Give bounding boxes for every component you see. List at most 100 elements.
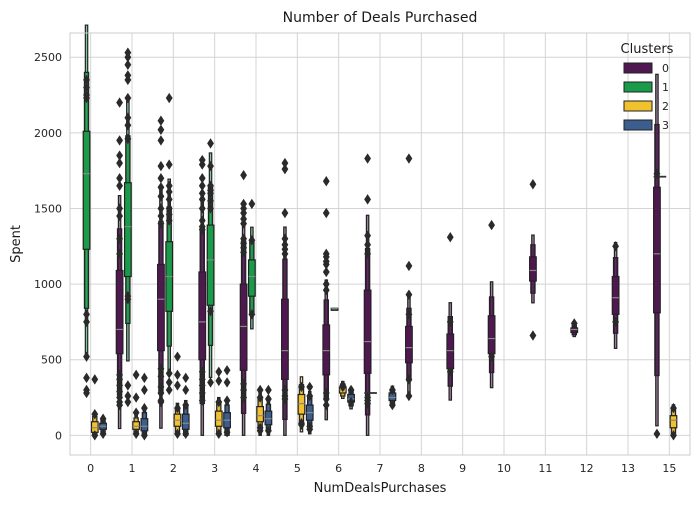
outlier-marker — [322, 176, 330, 187]
x-tick-label: 10 — [497, 462, 511, 475]
outlier-marker — [223, 427, 231, 438]
outlier-marker — [165, 384, 173, 396]
outlier-marker — [306, 381, 314, 393]
x-tick-label: 1 — [129, 462, 136, 475]
outlier-marker — [240, 378, 247, 390]
outlier-marker — [240, 169, 247, 181]
outlier-marker — [91, 408, 99, 420]
outlier-marker — [157, 381, 165, 393]
legend-title: Clusters — [621, 42, 674, 57]
outlier-marker — [364, 153, 371, 164]
outlier-marker — [83, 92, 90, 104]
outlier-marker — [198, 374, 206, 385]
outliers — [83, 47, 677, 441]
outlier-marker — [174, 369, 181, 381]
boxen-box — [264, 410, 273, 426]
outlier-marker — [165, 215, 173, 226]
boxen-box — [529, 256, 537, 282]
boxen-box — [363, 289, 372, 374]
boxen-box — [115, 269, 124, 355]
outlier-marker — [124, 92, 132, 104]
boxen-box — [570, 327, 579, 334]
outlier-marker — [157, 363, 165, 374]
outlier-marker — [198, 188, 206, 199]
boxen-box — [181, 413, 190, 430]
outlier-marker — [116, 150, 123, 161]
outlier-marker — [364, 230, 371, 241]
outlier-marker — [198, 387, 206, 399]
outlier-marker — [322, 259, 330, 270]
x-tick-label: 13 — [621, 462, 635, 475]
outlier-marker — [132, 428, 140, 440]
outlier-marker — [364, 248, 371, 260]
boxen-box — [487, 315, 496, 355]
boxen-box — [82, 130, 91, 250]
outlier-marker — [165, 180, 173, 191]
outlier-marker — [91, 430, 99, 441]
boxen-box — [297, 393, 306, 415]
outlier-marker — [198, 395, 206, 406]
x-tick-label: 5 — [294, 462, 301, 475]
outlier-marker — [83, 372, 90, 384]
outlier-marker — [670, 430, 677, 441]
outlier-marker — [157, 124, 165, 136]
y-axis-label: Spent — [9, 225, 24, 263]
outlier-marker — [240, 247, 247, 258]
boxen-box — [256, 405, 265, 423]
outlier-marker — [298, 419, 305, 430]
outlier-marker — [364, 239, 371, 250]
outlier-marker — [157, 135, 165, 146]
legend-swatch — [623, 100, 653, 112]
outlier-marker — [198, 224, 206, 235]
outlier-marker — [215, 375, 223, 387]
outlier-marker — [281, 233, 289, 244]
outlier-marker — [223, 377, 231, 388]
chart-title: Number of Deals Purchased — [283, 10, 478, 26]
outlier-marker — [83, 387, 90, 399]
outlier-marker — [364, 398, 371, 409]
outlier-marker — [157, 115, 165, 126]
outlier-marker — [215, 428, 223, 440]
outlier-marker — [182, 372, 190, 384]
outlier-marker — [124, 380, 132, 391]
x-ticks: 0 1 2 3 4 5 6 7 8 9 10 11 12 13 15 — [87, 462, 676, 475]
outlier-marker — [207, 195, 214, 207]
boxen-box — [239, 283, 248, 371]
outlier-marker — [198, 180, 206, 191]
outlier-marker — [488, 219, 495, 231]
boxen-box — [206, 224, 215, 306]
outlier-marker — [281, 384, 289, 396]
outlier-marker — [322, 284, 330, 296]
outlier-marker — [339, 381, 347, 393]
outlier-marker — [83, 82, 90, 93]
plot-frame — [69, 32, 691, 456]
outlier-marker — [223, 365, 231, 376]
x-tick-label: 2 — [170, 462, 177, 475]
outlier-marker — [182, 428, 190, 440]
outlier-marker — [215, 366, 223, 378]
outlier-marker — [124, 294, 132, 305]
y-tick-label: 1500 — [34, 202, 62, 215]
outlier-marker — [157, 396, 165, 408]
outlier-marker — [157, 160, 165, 172]
outlier-marker — [165, 209, 173, 220]
y-tick-label: 2000 — [34, 127, 62, 140]
outlier-marker — [612, 316, 619, 328]
x-tick-label: 12 — [580, 462, 594, 475]
outlier-marker — [529, 179, 537, 190]
outlier-marker — [207, 377, 214, 388]
legend-swatch — [623, 119, 653, 131]
outlier-marker — [446, 366, 454, 378]
outlier-marker — [116, 380, 123, 391]
outlier-marker — [240, 218, 247, 229]
boxes — [82, 24, 678, 436]
outlier-marker — [165, 194, 173, 205]
boxen-box — [322, 324, 331, 376]
outlier-marker — [256, 392, 264, 403]
outlier-marker — [281, 248, 289, 260]
outlier-marker — [165, 377, 173, 388]
outlier-marker — [124, 74, 132, 86]
outlier-marker — [198, 194, 206, 205]
outlier-marker — [157, 203, 165, 214]
